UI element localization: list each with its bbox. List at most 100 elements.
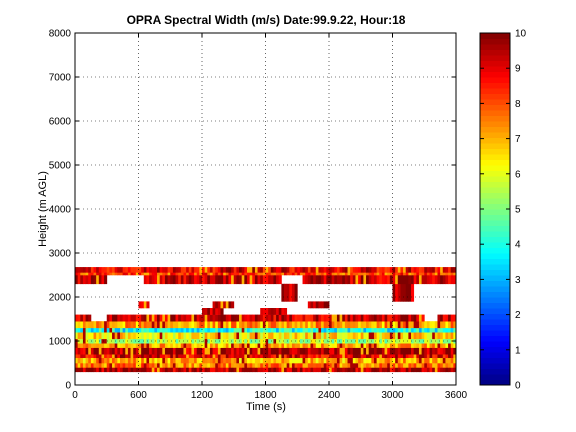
heatmap-cell bbox=[119, 327, 124, 333]
heatmap-cell bbox=[400, 343, 404, 348]
heatmap-cell bbox=[151, 354, 155, 359]
heatmap-cell bbox=[191, 272, 195, 276]
heatmap-cell bbox=[202, 357, 206, 364]
heatmap-cell bbox=[246, 363, 251, 368]
heatmap-cell bbox=[178, 332, 182, 340]
colorbar-tick-label: 2 bbox=[515, 310, 521, 321]
heatmap-cell bbox=[270, 267, 274, 273]
heatmap-cell bbox=[114, 272, 118, 276]
heatmap-cell bbox=[350, 343, 354, 348]
heatmap-cell bbox=[162, 332, 166, 340]
heatmap-cell bbox=[331, 343, 335, 348]
heatmap-cell bbox=[318, 347, 322, 355]
heatmap-cell bbox=[397, 275, 401, 285]
heatmap-cell bbox=[204, 332, 208, 340]
colorbar-segment bbox=[480, 330, 510, 336]
heatmap-cell bbox=[278, 357, 282, 364]
heatmap-cell bbox=[270, 347, 274, 355]
heatmap-cell bbox=[196, 327, 200, 333]
heatmap-cell bbox=[130, 272, 134, 276]
colorbar-segment bbox=[480, 33, 510, 39]
heatmap-cell bbox=[141, 272, 145, 276]
heatmap-cell bbox=[323, 327, 327, 333]
colorbar-segment bbox=[480, 44, 510, 50]
heatmap-cell bbox=[294, 354, 298, 359]
colorbar-tick-label: 7 bbox=[515, 134, 521, 145]
heatmap-cell bbox=[331, 338, 335, 344]
heatmap-cell bbox=[260, 367, 264, 373]
heatmap-cell bbox=[299, 267, 303, 273]
heatmap-cell bbox=[209, 343, 213, 348]
heatmap-cell bbox=[231, 275, 235, 285]
heatmap-cell bbox=[90, 327, 94, 333]
heatmap-cell bbox=[276, 347, 280, 355]
heatmap-cell bbox=[117, 267, 121, 273]
heatmap-cell bbox=[186, 314, 190, 322]
heatmap-cell bbox=[371, 367, 375, 373]
heatmap-cell bbox=[268, 363, 272, 368]
heatmap-cell bbox=[278, 327, 282, 333]
heatmap-cell bbox=[360, 321, 364, 329]
heatmap-cell bbox=[440, 327, 444, 333]
heatmap-cell bbox=[228, 275, 232, 285]
heatmap-cell bbox=[133, 327, 137, 333]
heatmap-cell bbox=[368, 272, 372, 276]
heatmap-cell bbox=[151, 338, 155, 344]
heatmap-cell bbox=[178, 367, 182, 373]
heatmap-cell bbox=[239, 314, 243, 322]
heatmap-cell bbox=[239, 367, 243, 373]
heatmap-cell bbox=[384, 357, 388, 364]
heatmap-cell bbox=[363, 357, 367, 364]
heatmap-cell bbox=[289, 267, 293, 273]
heatmap-cell bbox=[141, 301, 145, 309]
heatmap-cell bbox=[207, 308, 211, 315]
heatmap-cell bbox=[363, 321, 367, 329]
heatmap-cell bbox=[384, 314, 388, 322]
heatmap-cell bbox=[366, 272, 370, 276]
heatmap-cell bbox=[188, 338, 192, 344]
heatmap-cell bbox=[397, 327, 401, 333]
heatmap-cell bbox=[299, 347, 303, 355]
heatmap-cell bbox=[342, 347, 346, 355]
heatmap-cell bbox=[331, 321, 335, 329]
heatmap-cell bbox=[183, 367, 187, 373]
heatmap-cell bbox=[289, 367, 293, 373]
heatmap-cell bbox=[106, 267, 110, 273]
heatmap-cell bbox=[400, 354, 404, 359]
heatmap-cell bbox=[336, 357, 340, 364]
heatmap-cell bbox=[453, 275, 457, 285]
heatmap-cell bbox=[154, 343, 158, 348]
heatmap-cell bbox=[299, 321, 303, 329]
heatmap-cell bbox=[440, 275, 444, 285]
heatmap-cell bbox=[204, 347, 208, 355]
heatmap-cell bbox=[133, 357, 137, 364]
heatmap-cell bbox=[408, 354, 412, 359]
heatmap-cell bbox=[434, 275, 438, 285]
heatmap-cell bbox=[400, 272, 404, 276]
heatmap-cell bbox=[371, 357, 375, 364]
heatmap-cell bbox=[244, 275, 248, 285]
heatmap-cell bbox=[138, 367, 142, 373]
heatmap-cell bbox=[80, 267, 84, 273]
heatmap-cell bbox=[321, 332, 325, 340]
heatmap-cell bbox=[387, 275, 391, 285]
heatmap-cell bbox=[96, 347, 100, 355]
heatmap-cell bbox=[403, 338, 407, 344]
heatmap-cell bbox=[167, 357, 171, 364]
heatmap-cell bbox=[268, 272, 272, 276]
heatmap-cell bbox=[278, 272, 282, 276]
heatmap-cell bbox=[157, 363, 161, 368]
heatmap-cell bbox=[228, 332, 232, 340]
heatmap-cell bbox=[331, 275, 335, 285]
heatmap-cell bbox=[217, 308, 221, 315]
heatmap-cell bbox=[231, 354, 235, 359]
heatmap-cell bbox=[162, 321, 166, 329]
heatmap-cell bbox=[268, 343, 272, 348]
heatmap-cell bbox=[88, 272, 92, 276]
colorbar-segment bbox=[480, 137, 510, 144]
heatmap-cell bbox=[170, 321, 174, 329]
heatmap-cell bbox=[223, 357, 227, 364]
heatmap-cell bbox=[418, 338, 423, 344]
heatmap-cell bbox=[392, 357, 396, 364]
heatmap-cell bbox=[307, 272, 311, 276]
